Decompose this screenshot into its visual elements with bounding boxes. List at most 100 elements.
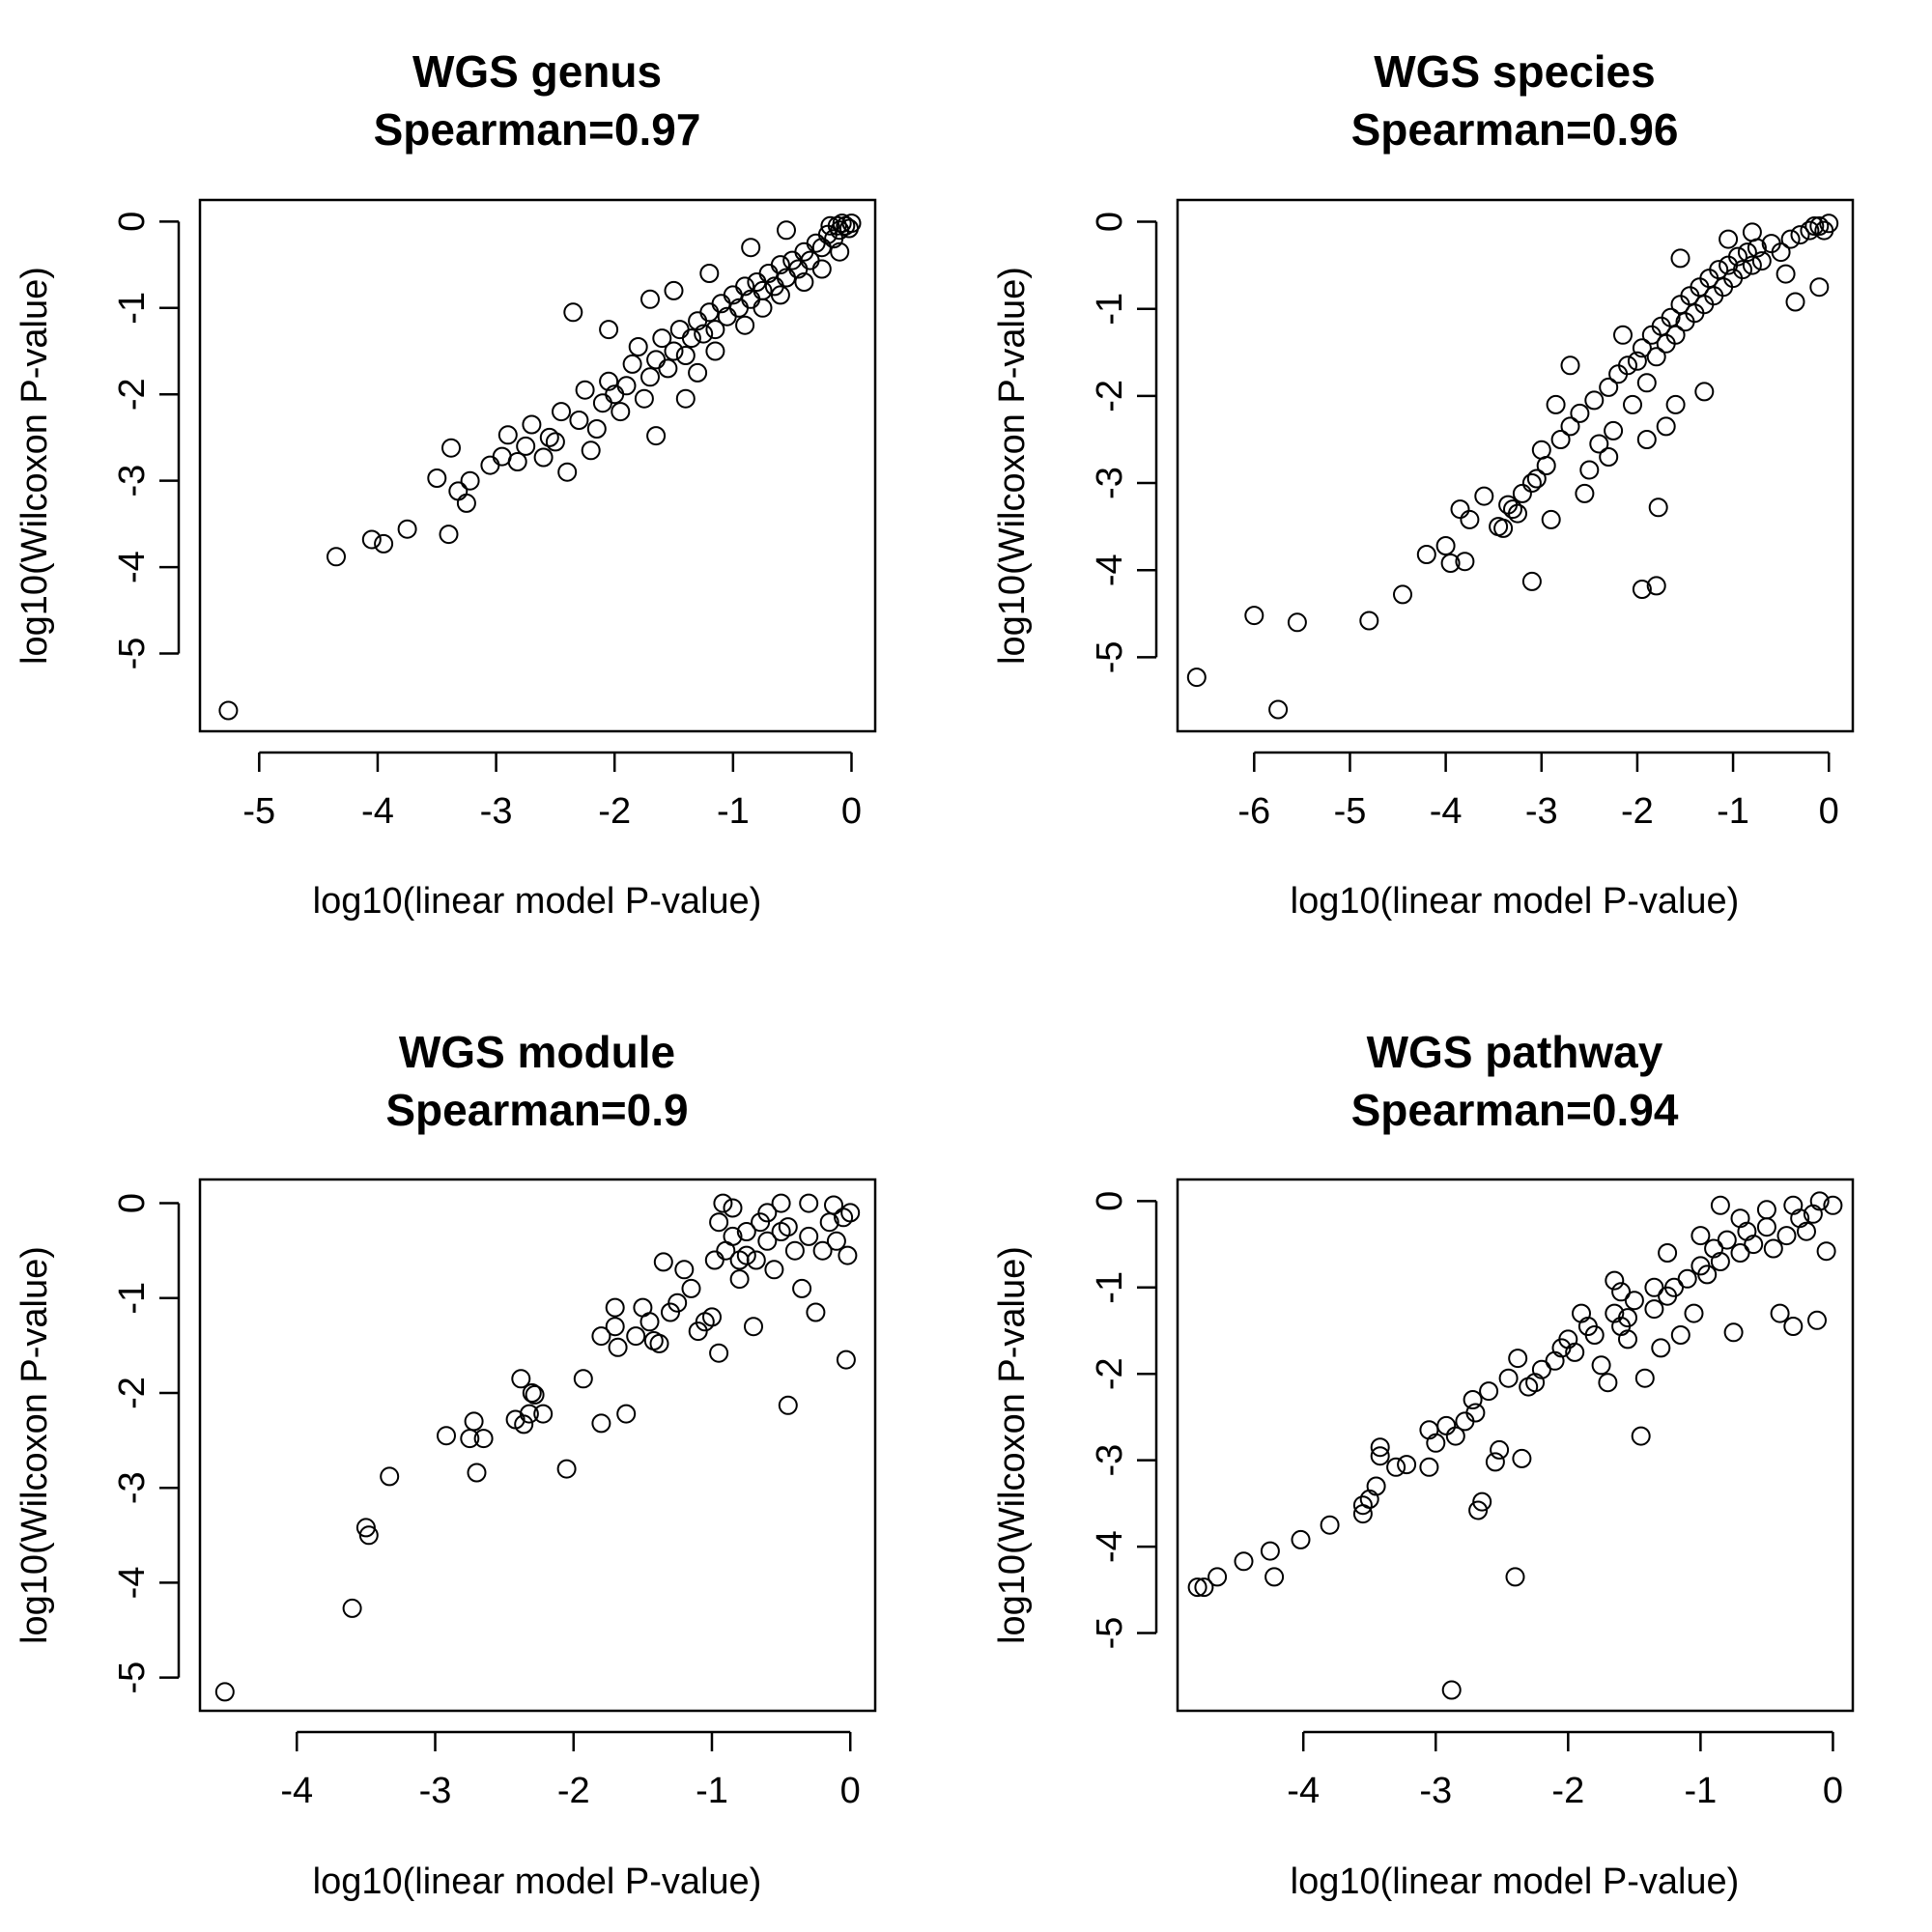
data-point <box>1800 220 1820 241</box>
data-point <box>214 1682 235 1702</box>
data-point <box>705 341 725 361</box>
data-point <box>533 447 554 468</box>
data-point <box>1521 571 1542 591</box>
panel-wgs-pathway: WGS pathway Spearman=0.94 log10(linear m… <box>992 1027 1855 1902</box>
data-point <box>729 1269 750 1290</box>
y-tick-label: -2 <box>112 1377 153 1409</box>
data-point <box>1435 536 1456 555</box>
data-point <box>507 452 527 471</box>
data-point <box>778 1395 798 1415</box>
data-point <box>1550 430 1571 449</box>
data-point <box>658 358 678 379</box>
data-point <box>1386 1457 1406 1477</box>
data-point <box>705 320 725 340</box>
y-tick-label: -3 <box>112 1471 153 1504</box>
data-point <box>1627 351 1647 371</box>
data-point <box>1809 1191 1830 1211</box>
data-point <box>1440 554 1461 573</box>
data-point <box>723 1226 743 1246</box>
data-point <box>1493 518 1514 538</box>
data-point <box>1656 416 1676 437</box>
data-point <box>1579 460 1600 480</box>
data-point <box>1814 220 1834 241</box>
data-point <box>1598 1373 1618 1393</box>
data-point <box>1623 394 1642 414</box>
x-tick-label: 0 <box>840 1771 861 1811</box>
panel-wgs-species: WGS species Spearman=0.96 log10(linear m… <box>992 46 1855 922</box>
data-point <box>608 1337 628 1357</box>
y-tick-label: -4 <box>1090 1530 1130 1563</box>
data-point <box>830 242 850 262</box>
data-point <box>581 440 601 461</box>
panel-title: WGS module <box>399 1027 675 1077</box>
data-point <box>1710 1195 1730 1215</box>
data-point <box>599 371 619 391</box>
data-point <box>1664 1277 1684 1297</box>
data-point <box>497 425 518 445</box>
data-point <box>342 1598 362 1618</box>
data-point <box>380 1466 400 1487</box>
data-point <box>1728 246 1747 267</box>
data-point <box>1591 1355 1611 1376</box>
data-point <box>1426 1433 1446 1453</box>
data-point <box>1661 307 1681 327</box>
data-point <box>1352 1495 1373 1516</box>
data-point <box>556 1459 577 1479</box>
data-point <box>1599 377 1619 397</box>
x-axis-label: log10(linear model P-value) <box>1291 1861 1740 1902</box>
data-point <box>605 1317 625 1337</box>
data-point <box>753 298 773 318</box>
data-point <box>1717 1230 1737 1250</box>
x-tick-label: -6 <box>1237 791 1270 832</box>
data-point <box>1613 325 1633 345</box>
data-point <box>218 700 239 721</box>
data-point <box>1393 584 1412 605</box>
data-point <box>591 1326 611 1347</box>
data-point <box>519 1404 539 1424</box>
data-point <box>681 1278 701 1298</box>
data-point <box>771 1193 791 1213</box>
x-axis-label: log10(linear model P-value) <box>313 1861 762 1902</box>
data-point <box>1632 580 1652 599</box>
x-tick-label: -1 <box>696 1771 728 1811</box>
data-point <box>1763 1238 1783 1259</box>
data-point <box>729 1250 750 1270</box>
data-point <box>1508 1349 1528 1369</box>
y-tick-label: -3 <box>112 465 153 497</box>
data-point <box>639 1312 660 1332</box>
data-point <box>557 462 578 482</box>
data-point <box>1670 248 1690 269</box>
data-point <box>770 285 790 305</box>
data-point <box>1599 447 1619 467</box>
data-point <box>1780 229 1801 249</box>
panel-title: WGS species <box>1374 46 1655 97</box>
panel-subtitle: Spearman=0.9 <box>385 1085 688 1135</box>
data-point <box>777 220 796 241</box>
plot-frame <box>198 198 877 733</box>
data-point <box>514 1414 534 1435</box>
x-tick-label: -5 <box>1334 791 1367 832</box>
data-point <box>1636 373 1657 393</box>
data-point <box>1733 260 1752 280</box>
plot-frame <box>1176 1178 1855 1713</box>
x-tick-label: -2 <box>1621 791 1654 832</box>
data-point <box>1370 1437 1390 1458</box>
x-tick-label: -5 <box>242 791 275 832</box>
data-point <box>652 328 672 349</box>
data-point <box>522 1383 542 1403</box>
data-point <box>699 302 720 323</box>
data-point <box>1468 1500 1489 1520</box>
data-point <box>1512 1448 1532 1468</box>
data-point <box>1359 611 1379 631</box>
data-point <box>1503 499 1522 520</box>
data-point <box>448 481 469 501</box>
data-point <box>812 1240 833 1261</box>
data-point <box>675 346 696 365</box>
data-point <box>709 1212 729 1233</box>
data-point <box>1783 1317 1804 1336</box>
data-point <box>699 264 720 283</box>
data-point <box>664 280 684 300</box>
x-tick-label: -1 <box>1684 1771 1717 1811</box>
data-point <box>1450 499 1470 520</box>
